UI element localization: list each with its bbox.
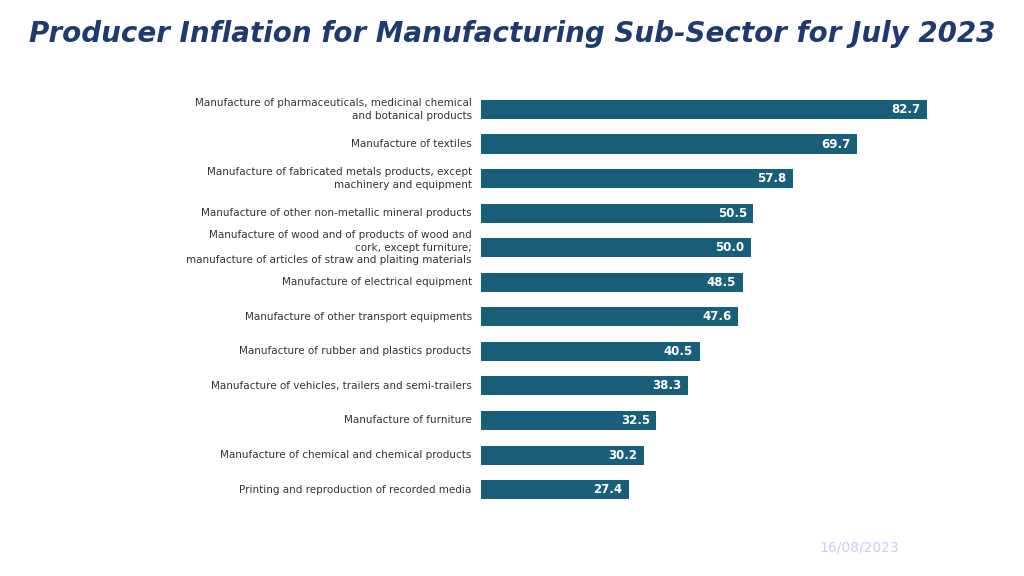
Text: Statistical Service: Statistical Service	[87, 557, 194, 570]
Bar	[481, 446, 644, 464]
Bar	[481, 238, 751, 257]
Text: 82.7: 82.7	[892, 103, 921, 116]
Text: Manufacture of fabricated metals products, except
machinery and equipment: Manufacture of fabricated metals product…	[207, 168, 472, 190]
Text: 47.6: 47.6	[702, 310, 731, 323]
Text: 30.2: 30.2	[608, 449, 638, 461]
Text: Manufacture of pharmaceuticals, medicinal chemical
and botanical products: Manufacture of pharmaceuticals, medicina…	[195, 98, 472, 120]
Bar	[481, 100, 927, 119]
Text: Manufacture of other transport equipments: Manufacture of other transport equipment…	[245, 312, 472, 322]
Text: Manufacture of vehicles, trailers and semi-trailers: Manufacture of vehicles, trailers and se…	[211, 381, 472, 391]
Bar	[481, 204, 754, 223]
Text: 50.5: 50.5	[718, 207, 746, 219]
Bar	[481, 377, 688, 396]
Text: Manufacture of other non-metallic mineral products: Manufacture of other non-metallic minera…	[201, 208, 472, 218]
Text: 57.8: 57.8	[757, 172, 786, 185]
Text: 69.7: 69.7	[821, 138, 851, 150]
Text: 40.5: 40.5	[664, 345, 693, 358]
Text: 48.5: 48.5	[707, 276, 736, 289]
Text: 27.4: 27.4	[593, 483, 623, 496]
Bar	[481, 135, 857, 154]
Bar	[481, 169, 793, 188]
Text: 38.3: 38.3	[652, 380, 681, 392]
Text: 32.5: 32.5	[621, 414, 650, 427]
Text: Manufacture of rubber and plastics products: Manufacture of rubber and plastics produ…	[240, 346, 472, 357]
Bar	[481, 342, 699, 361]
Bar	[481, 480, 629, 499]
Text: 16/08/2023: 16/08/2023	[819, 540, 899, 554]
Text: Manufacture of chemical and chemical products: Manufacture of chemical and chemical pro…	[220, 450, 472, 460]
Bar	[481, 308, 738, 326]
Text: Manufacture of furniture: Manufacture of furniture	[344, 415, 472, 426]
Text: Manufacture of electrical equipment: Manufacture of electrical equipment	[282, 277, 472, 287]
Bar	[481, 411, 656, 430]
Text: Manufacture of textiles: Manufacture of textiles	[351, 139, 472, 149]
Text: 50.0: 50.0	[715, 241, 744, 254]
Text: Producer Inflation for Manufacturing Sub-Sector for July 2023: Producer Inflation for Manufacturing Sub…	[29, 20, 995, 48]
Text: Manufacture of wood and of products of wood and
cork, except furniture;
manufact: Manufacture of wood and of products of w…	[186, 230, 472, 265]
Text: Ghana: Ghana	[87, 533, 137, 547]
Text: Printing and reproduction of recorded media: Printing and reproduction of recorded me…	[240, 484, 472, 495]
Text: 11: 11	[976, 538, 1000, 556]
Bar	[481, 273, 742, 292]
